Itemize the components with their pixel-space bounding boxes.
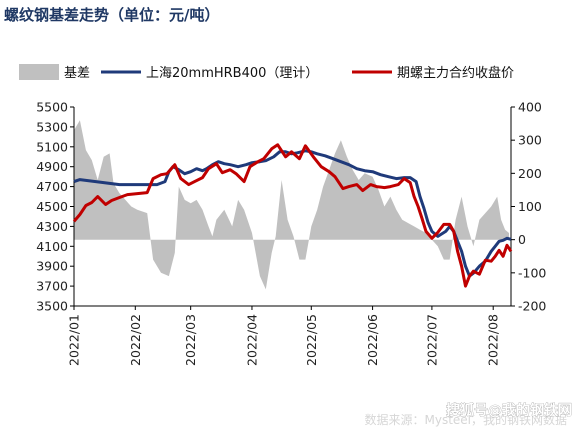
left-tick-label: 4700 bbox=[36, 179, 68, 194]
basis-area-layer bbox=[74, 120, 509, 290]
left-tick-label: 5300 bbox=[36, 119, 68, 134]
left-tick-label: 3900 bbox=[36, 259, 68, 274]
x-tick-label: 2022/01 bbox=[67, 314, 82, 366]
left-tick-label: 3500 bbox=[36, 299, 68, 314]
x-tick-label: 2022/05 bbox=[304, 314, 319, 366]
left-tick-label: 4500 bbox=[36, 199, 68, 214]
series-line-2 bbox=[72, 143, 513, 288]
left-tick-label: 4300 bbox=[36, 219, 68, 234]
left-tick-label: 4100 bbox=[36, 239, 68, 254]
x-tick-label: 2022/07 bbox=[424, 314, 439, 366]
x-tick-label: 2022/03 bbox=[183, 314, 198, 366]
right-tick-label: 0 bbox=[518, 232, 526, 247]
tick-labels: 3500 3700 3900 4100 4300 4500 4700 4900 5100 5300… bbox=[36, 100, 546, 366]
right-tick-label: -100 bbox=[518, 265, 546, 280]
right-tick-label: 100 bbox=[518, 199, 542, 214]
right-tick-label: 400 bbox=[518, 100, 542, 115]
legend-label-futures: 期螺主力合约收盘价 bbox=[397, 65, 514, 81]
watermark-source-text: 数据来源：Mysteel，我的钢铁网数据 bbox=[364, 412, 567, 427]
series-basis-area bbox=[74, 120, 509, 290]
axes bbox=[70, 106, 515, 310]
legend: 基差 上海20mmHRB400（理计） 期螺主力合约收盘价 bbox=[19, 64, 514, 81]
x-tick-label: 2022/06 bbox=[365, 314, 380, 366]
line-layer bbox=[72, 143, 513, 288]
left-tick-label: 3700 bbox=[36, 279, 68, 294]
x-tick-label: 2022/08 bbox=[486, 314, 501, 366]
legend-swatch-basis bbox=[19, 64, 59, 80]
x-tick-label: 2022/04 bbox=[245, 314, 260, 366]
chart-title: 螺纹钢基差走势（单位：元/吨） bbox=[4, 6, 220, 24]
x-tick-label: 2022/02 bbox=[128, 314, 143, 366]
right-tick-label: 200 bbox=[518, 166, 542, 181]
right-tick-label: 300 bbox=[518, 133, 542, 148]
left-tick-label: 5100 bbox=[36, 139, 68, 154]
legend-label-basis: 基差 bbox=[64, 66, 90, 81]
watermark-main-text: 搜狐号@我的钢铁网 bbox=[446, 402, 572, 419]
legend-label-spot: 上海20mmHRB400（理计） bbox=[146, 66, 318, 81]
right-tick-label: -200 bbox=[518, 299, 546, 314]
left-tick-label: 5500 bbox=[36, 100, 68, 115]
left-tick-label: 4900 bbox=[36, 159, 68, 174]
